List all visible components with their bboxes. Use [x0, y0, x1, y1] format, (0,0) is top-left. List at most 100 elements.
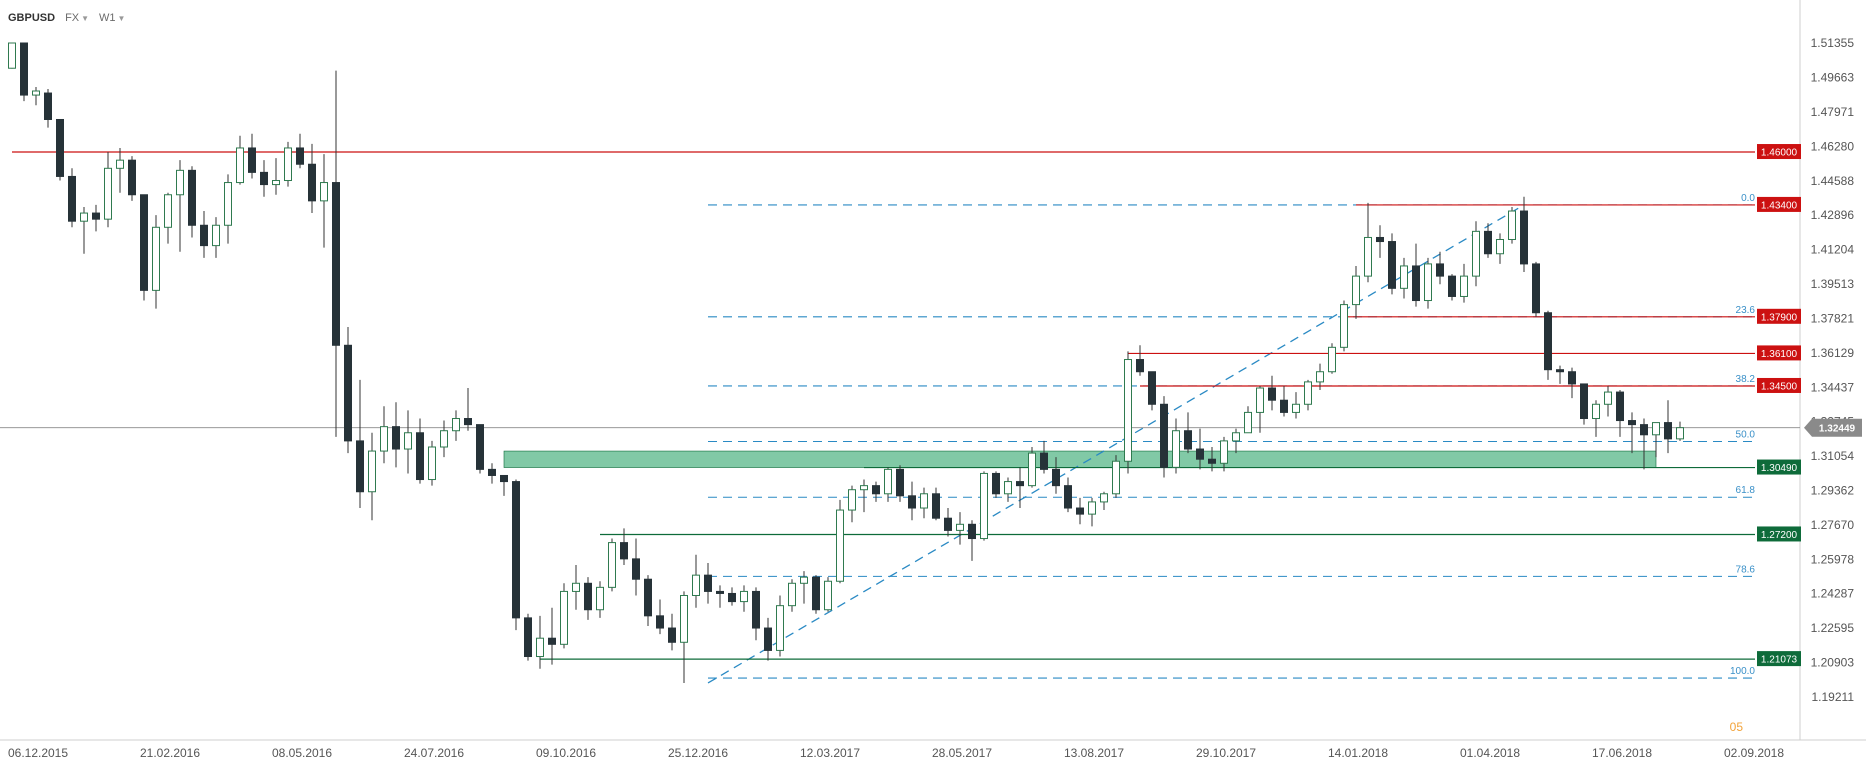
candle-body: [1376, 236, 1384, 243]
candle-body: [716, 590, 724, 594]
level-tag: [1757, 144, 1801, 160]
candle-body: [668, 627, 676, 643]
level-tag: [1757, 308, 1801, 324]
candle-body: [380, 426, 388, 452]
symbol-label[interactable]: GBPUSD: [8, 12, 56, 24]
y-tick-label: 1.47971: [1811, 105, 1855, 119]
candle-body: [788, 582, 796, 607]
candle-body: [1316, 371, 1324, 383]
candle-body: [1592, 403, 1600, 420]
candle-body: [872, 485, 880, 495]
candle-body: [1172, 430, 1180, 468]
candle-body: [824, 580, 832, 611]
y-tick-label: 1.34437: [1811, 380, 1855, 394]
candle-body: [104, 167, 112, 220]
candle-body: [1256, 387, 1264, 413]
fib-level-label: 61.8: [1736, 485, 1756, 496]
candle-body: [752, 590, 760, 629]
x-tick-label: 08.05.2016: [272, 746, 332, 760]
candle-body: [776, 605, 784, 651]
candle-body: [836, 509, 844, 582]
candle-body: [656, 615, 664, 629]
x-tick-label: 13.08.2017: [1064, 746, 1124, 760]
level-tag-label: 1.34500: [1761, 381, 1798, 392]
timeframe-selector[interactable]: W1 ▼: [99, 12, 125, 24]
x-tick-label: 09.10.2016: [536, 746, 596, 760]
y-tick-label: 1.51355: [1811, 36, 1855, 50]
candle-body: [728, 592, 736, 603]
candle-body: [440, 430, 448, 448]
candle-body: [224, 182, 232, 226]
candle-body: [1436, 263, 1444, 277]
candle-body: [620, 542, 628, 560]
candle-body: [1640, 424, 1648, 436]
y-tick-label: 1.37821: [1811, 311, 1855, 325]
candle-body: [908, 495, 916, 509]
candle-body: [1016, 481, 1024, 487]
candle-body: [1076, 507, 1084, 515]
candle-body: [1664, 422, 1672, 440]
level-tag-label: 1.36100: [1761, 349, 1798, 360]
candle-body: [644, 578, 652, 617]
candle-body: [68, 175, 76, 222]
candle-body: [992, 472, 1000, 495]
candle-body: [236, 147, 244, 184]
candle-body: [404, 432, 412, 450]
candle-body: [356, 440, 364, 493]
candle-body: [1556, 369, 1564, 373]
fib-level-label: 23.6: [1736, 305, 1756, 316]
candle-body: [1424, 263, 1432, 302]
candle-body: [884, 468, 892, 495]
y-tick-label: 1.29362: [1811, 483, 1855, 497]
candle-body: [1124, 359, 1132, 462]
candle-body: [680, 594, 688, 643]
candle-body: [1520, 210, 1528, 265]
candle-body: [1604, 391, 1612, 405]
candle-body: [56, 118, 64, 177]
candle-body: [308, 163, 316, 202]
market-selector[interactable]: FX ▼: [65, 12, 89, 24]
candle-body: [1364, 236, 1372, 277]
candle-body: [92, 212, 100, 220]
candle-body: [212, 224, 220, 247]
candle-body: [368, 450, 376, 493]
candle-body: [488, 468, 496, 476]
level-tag-label: 1.30490: [1761, 463, 1798, 474]
market-label: FX: [65, 12, 80, 24]
last-price-label: 1.32449: [1819, 424, 1856, 435]
candle-body: [536, 637, 544, 658]
candle-body: [1328, 346, 1336, 373]
candle-body: [1208, 458, 1216, 464]
candle-body: [1676, 427, 1684, 440]
level-tag: [1757, 526, 1801, 542]
candle-body: [1244, 411, 1252, 434]
candle-body: [500, 474, 508, 483]
x-tick-label: 06.12.2015: [8, 746, 68, 760]
candle-body: [896, 468, 904, 497]
candle-body: [80, 212, 88, 222]
candle-body: [956, 523, 964, 531]
x-tick-label: 02.09.2018: [1724, 746, 1784, 760]
y-tick-label: 1.27670: [1811, 518, 1855, 532]
x-tick-label: 12.03.2017: [800, 746, 860, 760]
chevron-down-icon: ▼: [117, 14, 126, 23]
fib-level-label: 78.6: [1736, 564, 1756, 575]
candle-body: [1088, 501, 1096, 515]
candle-body: [8, 42, 16, 69]
level-tag-label: 1.27200: [1761, 530, 1798, 541]
candle-body: [44, 92, 52, 120]
candle-body: [1388, 241, 1396, 289]
candle-body: [512, 481, 520, 619]
x-tick-label: 29.10.2017: [1196, 746, 1256, 760]
candle-body: [584, 582, 592, 611]
candle-body: [1292, 403, 1300, 413]
candle-body: [1220, 440, 1228, 464]
candle-body: [1160, 403, 1168, 468]
candle-body: [764, 627, 772, 651]
y-tick-label: 1.22595: [1811, 621, 1855, 635]
candle-body: [1040, 452, 1048, 470]
candle-body: [944, 517, 952, 531]
candle-body: [1280, 399, 1288, 413]
